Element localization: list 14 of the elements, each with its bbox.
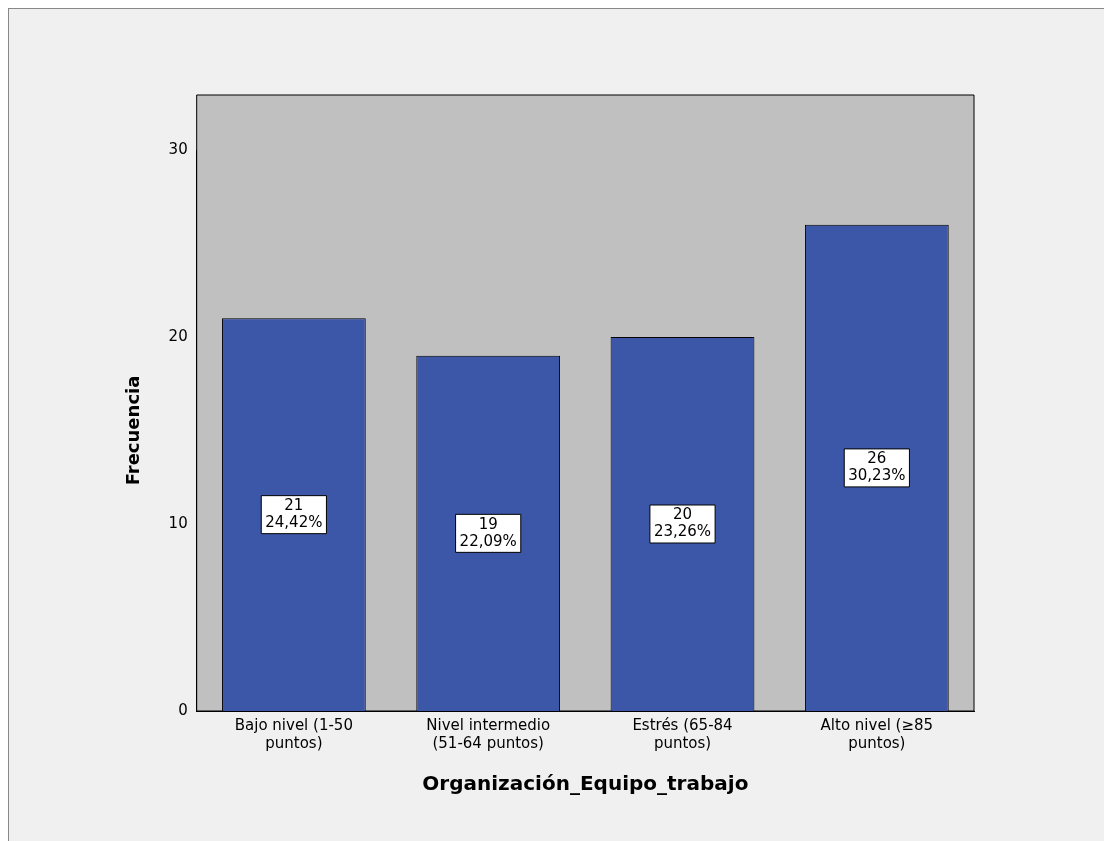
x-axis-title: Organización_Equipo_trabajo [422,771,749,796]
data-label: 21 24,42% [265,496,323,532]
x-tick-label: Estrés (65-84 puntos) [632,715,733,752]
y-tick-label: 30 [168,139,188,158]
data-label: 26 30,23% [848,449,906,485]
y-axis-title: Frecuencia [122,375,144,486]
x-tick-label: Bajo nivel (1-50 puntos) [234,715,353,752]
y-tick-label: 0 [178,700,188,719]
data-label: 19 22,09% [459,514,517,550]
y-tick-label: 20 [168,326,188,345]
x-tick-label: Nivel intermedio (51-64 puntos) [426,715,551,752]
x-tick-label: Alto nivel (≥85 puntos) [820,715,934,752]
y-tick-label: 10 [168,513,188,532]
data-label: 20 23,26% [653,505,712,541]
